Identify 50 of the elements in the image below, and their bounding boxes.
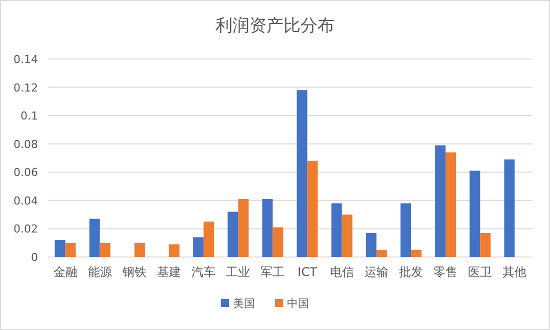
x-tick-label: 电信 [330,265,354,279]
y-tick-label: 0.08 [14,138,38,151]
bar [89,218,100,257]
bar [470,170,480,257]
bar [400,203,411,257]
bar [331,203,342,257]
bar [366,232,376,257]
x-tick-label: 金融 [53,265,78,279]
x-tick-label: 医卫 [468,265,492,279]
bar [262,199,273,257]
x-tick-label: 军工 [260,265,285,279]
bar [100,242,110,257]
x-tick-label: 零售 [434,265,458,279]
y-tick-label: 0.06 [14,166,38,180]
x-tick-label: 工业 [226,265,250,279]
bar [504,159,515,257]
y-tick-label: 0.14 [14,53,38,66]
bar [272,227,284,257]
x-tick-label: 汽车 [192,265,216,279]
bar [228,212,238,257]
bar [238,199,249,257]
bar [342,214,352,257]
legend-label: 美国 [233,297,255,310]
x-tick-label: 钢铁 [121,265,146,279]
bar [376,250,387,257]
y-tick-label: 0 [31,251,38,264]
x-tick-label: 能源 [88,265,112,279]
bar [435,145,446,257]
y-tick-label: 0.02 [14,222,38,236]
y-tick-label: 0.1 [20,110,38,123]
x-tick-label: 运输 [364,265,388,279]
bar [169,244,180,257]
bar [134,242,145,257]
x-tick-label: 基建 [157,265,181,279]
x-tick-label: ICT [298,265,318,279]
bar [411,250,422,257]
legend-label: 中国 [287,297,309,310]
chart-title: 利润资产比分布 [216,16,334,36]
y-tick-label: 0.12 [14,81,38,94]
bar [193,237,204,257]
bar [65,242,76,257]
bar [307,160,318,257]
bar [480,232,491,257]
bar [296,90,308,257]
x-tick-label: 批发 [399,265,423,279]
bar [204,222,214,257]
x-tick-label: 其他 [502,265,527,279]
bar [446,152,456,257]
bar [54,240,66,257]
y-tick-label: 0.04 [14,194,38,208]
